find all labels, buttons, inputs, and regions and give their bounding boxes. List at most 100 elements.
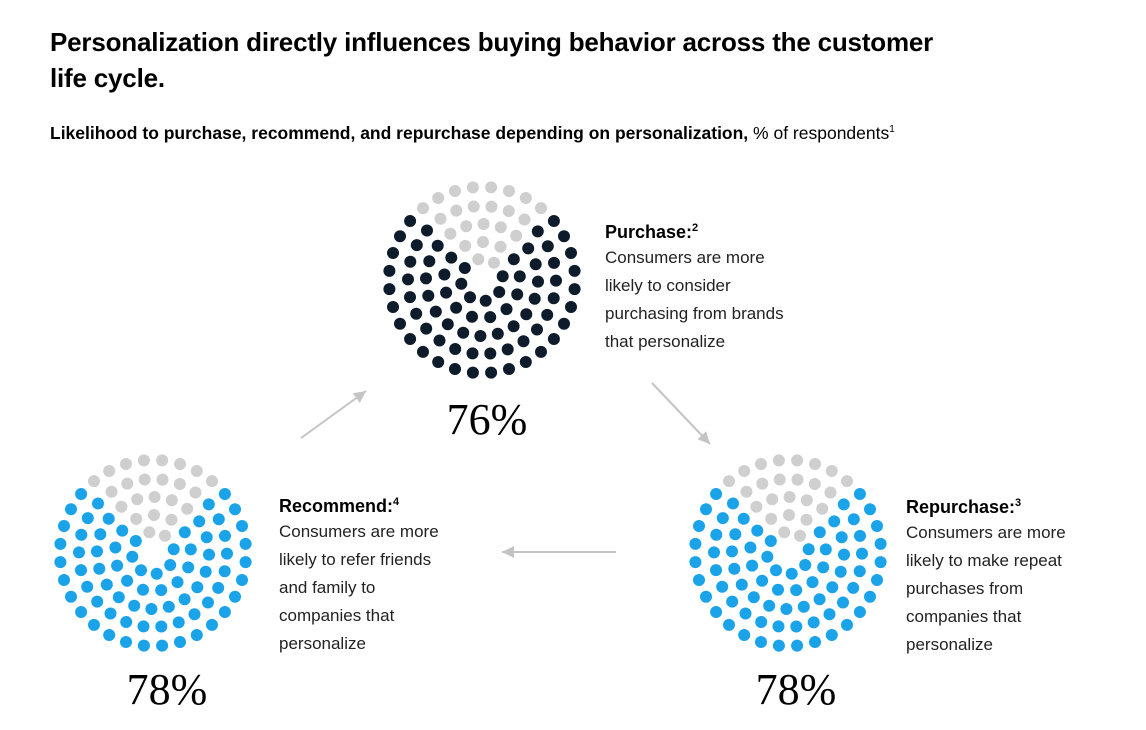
repurchase-filled-dot — [825, 629, 838, 641]
purchase-filled-dot — [432, 356, 445, 368]
purchase-filled-dot — [417, 345, 429, 358]
purchase-filled-dot — [568, 264, 581, 277]
arrow-purchase-to-repurchase — [651, 382, 711, 445]
purchase-empty-dot — [434, 212, 447, 225]
dot-pie-recommend — [54, 454, 252, 652]
repurchase-filled-dot — [689, 556, 702, 569]
recommend-filled-dot — [75, 606, 88, 618]
repurchase-filled-dot — [864, 503, 876, 516]
recommend-filled-dot — [164, 559, 177, 571]
repurchase-filled-dot — [853, 606, 866, 618]
purchase-filled-dot — [496, 270, 509, 283]
repurchase-filled-dot — [764, 535, 777, 547]
purchase-heading: Purchase:2 — [605, 222, 699, 242]
recommend-filled-dot — [58, 520, 70, 532]
recommend-filled-dot — [73, 546, 85, 559]
recommend-filled-dot — [202, 498, 215, 511]
purchase-filled-dot — [410, 307, 423, 320]
recommend-filled-dot — [174, 636, 186, 648]
recommend-empty-dot — [130, 512, 143, 525]
recommend-filled-dot — [236, 520, 248, 532]
recommend-filled-dot — [120, 616, 133, 628]
repurchase-empty-dot — [765, 512, 778, 525]
purchase-empty-dot — [485, 181, 498, 194]
dot-pie-purchase — [383, 181, 581, 379]
recommend-heading: Recommend:4 — [279, 496, 400, 516]
purchase-filled-dot — [541, 240, 554, 253]
purchase-filled-dot — [404, 255, 417, 268]
repurchase-filled-dot — [837, 498, 850, 511]
purchase-empty-dot — [494, 240, 507, 253]
recommend-empty-dot — [181, 502, 194, 515]
repurchase-filled-dot — [738, 629, 751, 641]
repurchase-filled-dot — [708, 546, 720, 559]
recommend-filled-dot — [81, 512, 94, 525]
repurchase-filled-dot — [828, 515, 841, 528]
repurchase-filled-dot — [791, 639, 804, 652]
repurchase-empty-dot — [794, 529, 806, 542]
recommend-filled-dot — [206, 618, 218, 631]
repurchase-empty-dot — [750, 500, 763, 513]
repurchase-filled-dot — [823, 608, 836, 621]
purchase-empty-dot — [459, 239, 472, 252]
recommend-filled-dot — [137, 583, 149, 596]
recommend-filled-dot — [88, 618, 100, 631]
purchase-filled-dot — [431, 239, 444, 252]
repurchase-empty-dot — [783, 509, 795, 521]
purchase-filled-dot — [503, 363, 515, 375]
repurchase-filled-dot — [735, 578, 748, 591]
repurchase-filled-dot — [726, 595, 739, 608]
recommend-filled-dot — [103, 629, 116, 641]
recommend-filled-dot — [65, 503, 77, 516]
purchase-description: Purchase:2 Consumers are more likely to … — [605, 214, 784, 356]
purchase-filled-dot — [558, 230, 570, 243]
repurchase-filled-dot — [755, 636, 767, 648]
purchase-filled-dot — [528, 292, 541, 305]
repurchase-filled-dot — [813, 526, 826, 539]
repurchase-filled-dot — [744, 541, 757, 554]
purchase-filled-dot — [449, 343, 462, 355]
purchase-filled-dot — [394, 230, 406, 243]
recommend-filled-dot — [150, 567, 163, 580]
recommend-filled-dot — [182, 561, 195, 574]
purchase-filled-dot — [507, 253, 520, 266]
recommend-value-label: 78% — [126, 665, 208, 714]
purchase-filled-dot — [433, 334, 446, 347]
recommend-filled-dot — [229, 503, 241, 516]
recommend-filled-dot — [162, 600, 175, 613]
purchase-filled-dot — [404, 333, 417, 345]
repurchase-filled-dot — [739, 607, 752, 620]
repurchase-filled-dot — [747, 591, 760, 604]
repurchase-filled-dot — [716, 512, 729, 525]
purchase-filled-dot — [493, 286, 506, 298]
recommend-empty-dot — [105, 485, 118, 498]
repurchase-filled-dot — [729, 528, 742, 541]
purchase-filled-dot — [529, 258, 542, 271]
repurchase-filled-dot — [853, 565, 866, 578]
recommend-filled-dot — [100, 578, 113, 591]
recommend-empty-dot — [156, 454, 169, 467]
recommend-filled-dot — [109, 541, 122, 554]
repurchase-text: Consumers are more likely to make repeat… — [906, 523, 1066, 654]
repurchase-filled-dot — [726, 545, 738, 558]
repurchase-filled-dot — [727, 497, 739, 510]
repurchase-filled-dot — [700, 503, 712, 516]
repurchase-filled-dot — [728, 562, 741, 575]
recommend-text: Consumers are more likely to refer frien… — [279, 522, 439, 653]
recommend-filled-dot — [65, 590, 77, 603]
purchase-filled-dot — [455, 277, 468, 290]
purchase-filled-dot — [484, 347, 497, 360]
recommend-filled-dot — [172, 616, 185, 629]
recommend-empty-dot — [190, 465, 203, 477]
repurchase-empty-dot — [773, 473, 786, 486]
repurchase-filled-dot — [834, 565, 847, 578]
repurchase-filled-dot — [837, 596, 849, 609]
repurchase-filled-dot — [710, 488, 723, 500]
purchase-filled-dot — [466, 310, 478, 323]
recommend-filled-dot — [81, 580, 94, 593]
recommend-empty-dot — [131, 493, 144, 506]
recommend-filled-dot — [75, 488, 88, 500]
recommend-filled-dot — [184, 543, 197, 556]
purchase-filled-dot — [479, 294, 492, 307]
repurchase-filled-dot — [856, 547, 868, 560]
